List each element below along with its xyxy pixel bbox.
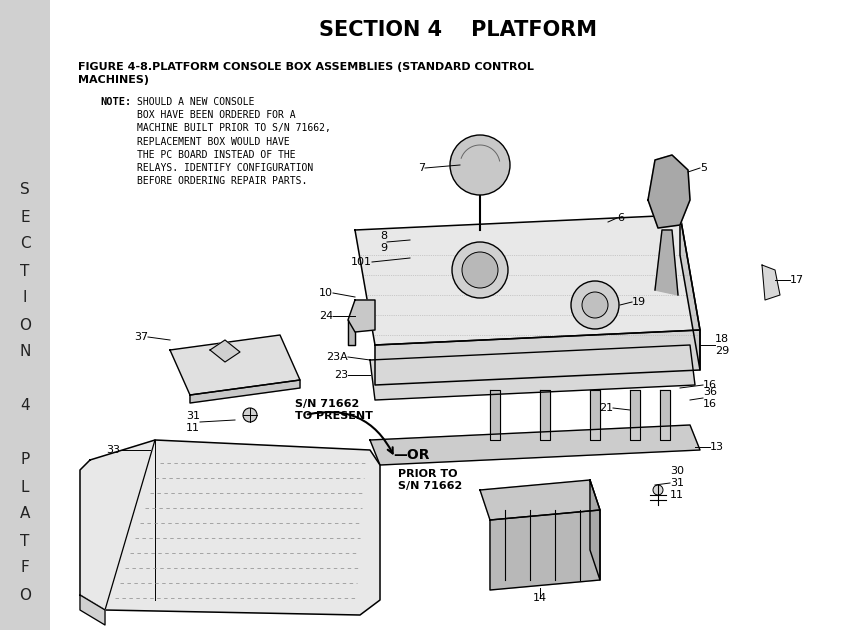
Text: T: T	[21, 263, 30, 278]
Text: 24: 24	[319, 311, 333, 321]
Polygon shape	[370, 345, 695, 400]
Text: I: I	[23, 290, 27, 306]
Polygon shape	[80, 440, 380, 615]
Text: SHOULD A NEW CONSOLE
BOX HAVE BEEN ORDERED FOR A
MACHINE BUILT PRIOR TO S/N 7166: SHOULD A NEW CONSOLE BOX HAVE BEEN ORDER…	[137, 97, 331, 186]
Circle shape	[582, 292, 608, 318]
Polygon shape	[762, 265, 780, 300]
Text: 23A: 23A	[326, 352, 348, 362]
Text: T: T	[21, 534, 30, 549]
Text: SECTION 4    PLATFORM: SECTION 4 PLATFORM	[319, 20, 597, 40]
Polygon shape	[655, 230, 678, 295]
Polygon shape	[660, 390, 670, 440]
Text: 10: 10	[319, 288, 333, 298]
Text: NOTE:: NOTE:	[100, 97, 131, 107]
Polygon shape	[630, 390, 640, 440]
Text: 7: 7	[418, 163, 425, 173]
Polygon shape	[680, 215, 700, 370]
Polygon shape	[490, 510, 600, 590]
Text: E: E	[21, 210, 30, 224]
Text: P: P	[21, 452, 30, 467]
Text: 37: 37	[134, 332, 148, 342]
Text: 6: 6	[617, 213, 624, 223]
Text: 31
11: 31 11	[186, 411, 200, 433]
Text: FIGURE 4-8.PLATFORM CONSOLE BOX ASSEMBLIES (STANDARD CONTROL: FIGURE 4-8.PLATFORM CONSOLE BOX ASSEMBLI…	[78, 62, 534, 72]
Circle shape	[450, 135, 510, 195]
Text: 5: 5	[700, 163, 707, 173]
Text: A: A	[20, 507, 30, 522]
Polygon shape	[190, 380, 300, 403]
Polygon shape	[375, 330, 700, 385]
Text: C: C	[20, 236, 30, 251]
Text: 23: 23	[334, 370, 348, 380]
Text: 16: 16	[703, 380, 717, 390]
Circle shape	[653, 485, 663, 495]
Text: —OR: —OR	[393, 448, 430, 462]
Polygon shape	[490, 390, 500, 440]
Bar	[0, 0, 50, 630]
Text: 33: 33	[106, 445, 120, 455]
Text: MACHINES): MACHINES)	[78, 75, 149, 85]
Circle shape	[243, 408, 257, 422]
Polygon shape	[590, 390, 600, 440]
Polygon shape	[348, 320, 355, 345]
Circle shape	[462, 252, 498, 288]
Text: 4: 4	[21, 399, 30, 413]
Polygon shape	[170, 335, 300, 395]
Text: 13: 13	[710, 442, 724, 452]
Text: 21: 21	[599, 403, 613, 413]
Polygon shape	[370, 425, 700, 465]
Text: 17: 17	[790, 275, 804, 285]
Text: S/N 71662
TO PRESENT: S/N 71662 TO PRESENT	[295, 399, 373, 421]
Polygon shape	[480, 480, 600, 520]
Polygon shape	[348, 300, 375, 332]
Text: L: L	[21, 479, 29, 495]
Polygon shape	[80, 595, 105, 625]
Circle shape	[452, 242, 508, 298]
Text: 36
16: 36 16	[703, 387, 717, 410]
Text: N: N	[20, 345, 31, 360]
Polygon shape	[355, 215, 700, 345]
Polygon shape	[540, 390, 550, 440]
Text: S: S	[20, 183, 30, 197]
Text: F: F	[21, 561, 29, 575]
Text: O: O	[19, 318, 31, 333]
Text: O: O	[19, 588, 31, 602]
Polygon shape	[590, 480, 600, 580]
Text: 19: 19	[632, 297, 646, 307]
Text: 30
31
11: 30 31 11	[670, 466, 684, 500]
Text: 8
9: 8 9	[380, 231, 387, 253]
Text: 14: 14	[533, 593, 547, 603]
Text: 101: 101	[351, 257, 372, 267]
Text: PRIOR TO
S/N 71662: PRIOR TO S/N 71662	[398, 469, 462, 491]
Polygon shape	[648, 155, 690, 228]
Text: 18
29: 18 29	[715, 334, 729, 356]
Polygon shape	[210, 340, 240, 362]
Circle shape	[571, 281, 619, 329]
